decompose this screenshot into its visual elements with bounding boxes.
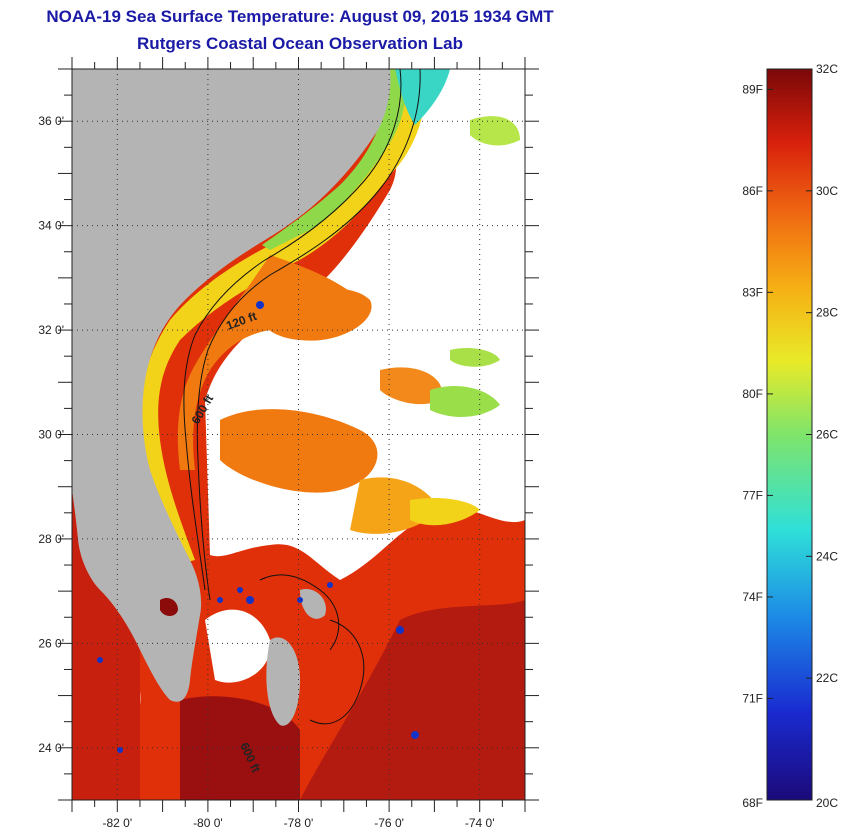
green-patch-1	[430, 385, 500, 417]
lake-okeechobee	[160, 598, 178, 616]
bahamas-abaco	[300, 589, 326, 619]
map-ticks	[58, 57, 539, 812]
longitude-labels: -82 0' -80 0' -78 0' -76 0' -74 0'	[102, 816, 494, 830]
fahrenheit-label: 74F	[742, 590, 763, 604]
lat-label: 30 0'	[38, 428, 64, 442]
latitude-labels: 36 0' 34 0' 32 0' 30 0' 28 0' 26 0' 24 0'	[38, 114, 64, 755]
hot-water-southeast	[300, 600, 525, 800]
lat-label: 34 0'	[38, 219, 64, 233]
sst-map[interactable]: 36 0' 34 0' 32 0' 30 0' 28 0' 26 0' 24 0' -82 …	[0, 0, 560, 832]
yellow-patch-1	[410, 498, 480, 526]
lat-label: 24 0'	[38, 741, 64, 755]
lon-label: -76 0'	[374, 816, 404, 830]
orange-patch-1	[220, 409, 378, 493]
lat-label: 26 0'	[38, 636, 64, 650]
chart-subtitle: Rutgers Coastal Ocean Observation Lab	[137, 34, 463, 53]
fahrenheit-label: 77F	[742, 488, 763, 502]
cloud-patch-bahamas	[205, 609, 271, 683]
cold-specks	[97, 301, 419, 753]
lat-label: 32 0'	[38, 323, 64, 337]
fahrenheit-labels: 89F 86F 83F 80F 77F 74F 71F 68F	[742, 82, 773, 810]
lon-label: -82 0'	[102, 816, 132, 830]
map-area	[72, 69, 525, 800]
green-patch-3	[450, 348, 500, 367]
celsius-label: 24C	[816, 549, 838, 563]
fahrenheit-label: 80F	[742, 387, 763, 401]
gulf-water	[72, 490, 140, 800]
fahrenheit-label: 71F	[742, 691, 763, 705]
land-mainland	[72, 69, 391, 702]
celsius-label: 28C	[816, 306, 838, 320]
lat-label: 36 0'	[38, 114, 64, 128]
colorbar-gradient	[766, 68, 813, 801]
depth-contours	[183, 69, 421, 725]
bahamas-andros	[266, 637, 300, 726]
lon-label: -78 0'	[284, 816, 314, 830]
graticule	[72, 69, 525, 800]
celsius-label: 26C	[816, 428, 838, 442]
fahrenheit-label: 86F	[742, 184, 763, 198]
orange-shelf	[177, 255, 361, 470]
celsius-labels: 32C 30C 28C 26C 24C 22C 20C	[806, 62, 838, 810]
fahrenheit-label: 83F	[742, 285, 763, 299]
orange-patch-4	[380, 367, 442, 405]
fahrenheit-label: 89F	[742, 82, 763, 96]
lat-label: 28 0'	[38, 532, 64, 546]
celsius-label: 32C	[816, 62, 838, 76]
lon-label: -74 0'	[465, 816, 495, 830]
coastal-band	[140, 69, 426, 565]
chart-title: NOAA-19 Sea Surface Temperature: August …	[46, 7, 554, 26]
fahrenheit-label: 68F	[742, 796, 763, 810]
hot-water-southwest	[180, 696, 300, 800]
lon-label: -80 0'	[193, 816, 223, 830]
celsius-label: 30C	[816, 184, 838, 198]
celsius-label: 20C	[816, 796, 838, 810]
green-patch-2	[470, 116, 520, 146]
coastal-band-green	[262, 69, 407, 250]
cyan-water-north	[395, 69, 450, 125]
celsius-label: 22C	[816, 671, 838, 685]
